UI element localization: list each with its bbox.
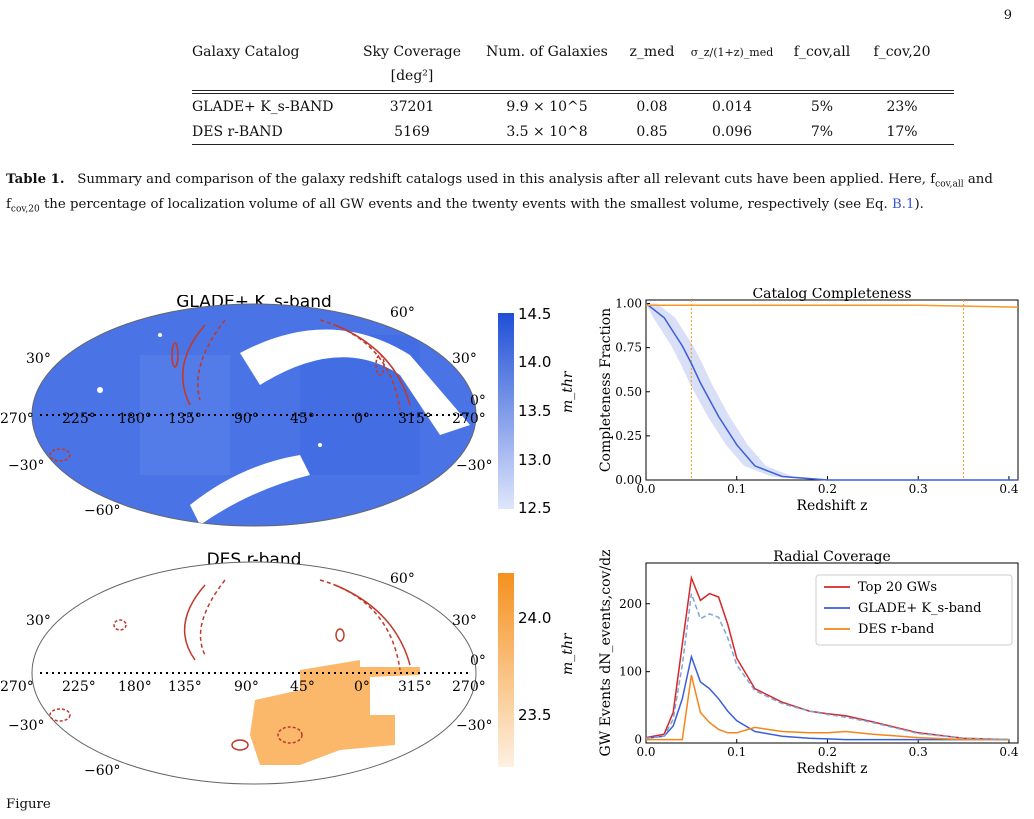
x-tick-label: 0.1 (727, 482, 746, 496)
th-coverage-unit: [deg²] (390, 68, 434, 84)
glade-colorbar (498, 313, 514, 509)
lon-label: 45° (290, 679, 315, 695)
chart-title: Radial Coverage (773, 549, 891, 565)
lon-label: 90° (234, 411, 259, 427)
lat-label: 60° (390, 571, 415, 587)
cbar-tick: 13.5 (518, 402, 551, 420)
lon-label: 0° (354, 679, 370, 695)
cbar-tick: 13.0 (518, 451, 551, 469)
cbar-tick: 14.5 (518, 305, 551, 323)
cbar-tick: 24.0 (518, 609, 551, 627)
lon-label: 225° (62, 411, 96, 427)
charts: Catalog Completeness Redshift z Completene… (598, 288, 1019, 777)
table-row: DES r-BAND 5169 3.5 × 10^8 0.85 0.096 7%… (192, 123, 918, 140)
legend-label: DES r-band (858, 622, 934, 637)
x-axis-label: Redshift z (796, 761, 867, 777)
th-fcovall: f_cov,all (793, 44, 851, 60)
lon-label: 270° (0, 679, 34, 695)
sky-maps: GLADE+ K_s-band 270° 225° 180° 135° 90° … (0, 295, 576, 785)
cbar-label: m_thr (560, 370, 576, 413)
lat-label: 0° (470, 393, 486, 409)
lon-label: 135° (168, 411, 202, 427)
lat-label: −60° (84, 503, 121, 519)
lon-label: 0° (354, 411, 370, 427)
confidence-band (646, 303, 1018, 480)
legend-box (815, 574, 1013, 646)
lon-label: 180° (118, 679, 152, 695)
th-coverage: Sky Coverage (362, 44, 462, 60)
y-tick-label: 0 (634, 733, 642, 747)
plot-frame (645, 562, 1019, 744)
y-tick-label: 0.00 (615, 473, 642, 487)
th-sigma: σ_z/(1+z)_med (690, 45, 774, 59)
lat-label: −30° (456, 458, 493, 474)
x-axis-label: Redshift z (796, 498, 867, 514)
lon-label: 180° (118, 411, 152, 427)
page-number: 9 (1003, 8, 1012, 23)
equation-link[interactable]: B.1 (891, 196, 915, 212)
lon-label: 225° (62, 679, 96, 695)
series-line (646, 674, 1009, 741)
x-tick-label: 0.4 (999, 482, 1018, 496)
lon-label: 315° (398, 679, 432, 695)
x-tick-label: 0.4 (999, 745, 1018, 759)
lat-label: 30° (26, 351, 51, 367)
lat-label: −30° (456, 718, 493, 734)
y-tick-label: 0.25 (615, 429, 642, 443)
lon-label: 315° (398, 411, 432, 427)
legend-label: GLADE+ K_s-band (858, 601, 981, 616)
figure-caption-start: Figure (6, 797, 51, 812)
cbar-tick: 23.5 (518, 706, 551, 724)
lat-label: 0° (470, 653, 486, 669)
lon-label: 90° (234, 679, 259, 695)
series-line (645, 653, 1009, 741)
y-tick-label: 100 (619, 665, 642, 679)
lat-label: −30° (8, 718, 45, 734)
series-line (645, 593, 1009, 741)
lon-label: 270° (452, 411, 486, 427)
y-tick-label: 200 (619, 597, 642, 611)
lat-label: −30° (8, 458, 45, 474)
table-row: GLADE+ K_s-BAND 37201 9.9 × 10^5 0.08 0.… (192, 98, 918, 115)
th-catalog: Galaxy Catalog (192, 44, 300, 60)
lat-label: 60° (390, 305, 415, 321)
des-skymap (31, 561, 477, 785)
series-line (646, 304, 1019, 308)
x-tick-label: 0.1 (727, 745, 746, 759)
chart-title: Catalog Completeness (752, 288, 911, 302)
lat-label: 30° (26, 613, 51, 629)
x-tick-label: 0.3 (909, 745, 928, 759)
cbar-label: m_thr (560, 632, 576, 675)
y-axis-label: Completeness Fraction (598, 308, 614, 472)
th-fcov20: f_cov,20 (873, 44, 931, 60)
x-tick-label: 0.0 (636, 745, 655, 759)
y-tick-label: 0.50 (615, 385, 642, 399)
cbar-tick: 14.0 (518, 353, 551, 371)
lon-label: 270° (452, 679, 486, 695)
lat-label: 30° (452, 351, 477, 367)
glade-skymap (31, 303, 477, 527)
legend-label: Top 20 GWs (858, 580, 937, 595)
lat-label: −60° (84, 763, 121, 779)
y-tick-label: 0.75 (615, 341, 642, 355)
y-tick-label: 1.00 (615, 297, 642, 311)
th-zmed: z_med (629, 44, 675, 60)
lon-label: 135° (168, 679, 202, 695)
y-axis-label: GW Events dN_events,cov/dz (598, 550, 614, 757)
th-num: Num. of Galaxies (486, 44, 608, 60)
x-tick-label: 0.2 (818, 482, 837, 496)
x-tick-label: 0.3 (909, 482, 928, 496)
lat-label: 30° (452, 613, 477, 629)
des-colorbar (498, 573, 514, 767)
catalog-table: Galaxy Catalog Sky Coverage Num. of Gala… (192, 38, 954, 145)
series-line (645, 302, 1018, 481)
table-caption: Table 1. Summary and comparison of the g… (6, 172, 993, 215)
lon-label: 45° (290, 411, 315, 427)
x-tick-label: 0.2 (818, 745, 837, 759)
lon-label: 270° (0, 411, 34, 427)
x-tick-label: 0.0 (636, 482, 655, 496)
cbar-tick: 12.5 (518, 499, 551, 517)
